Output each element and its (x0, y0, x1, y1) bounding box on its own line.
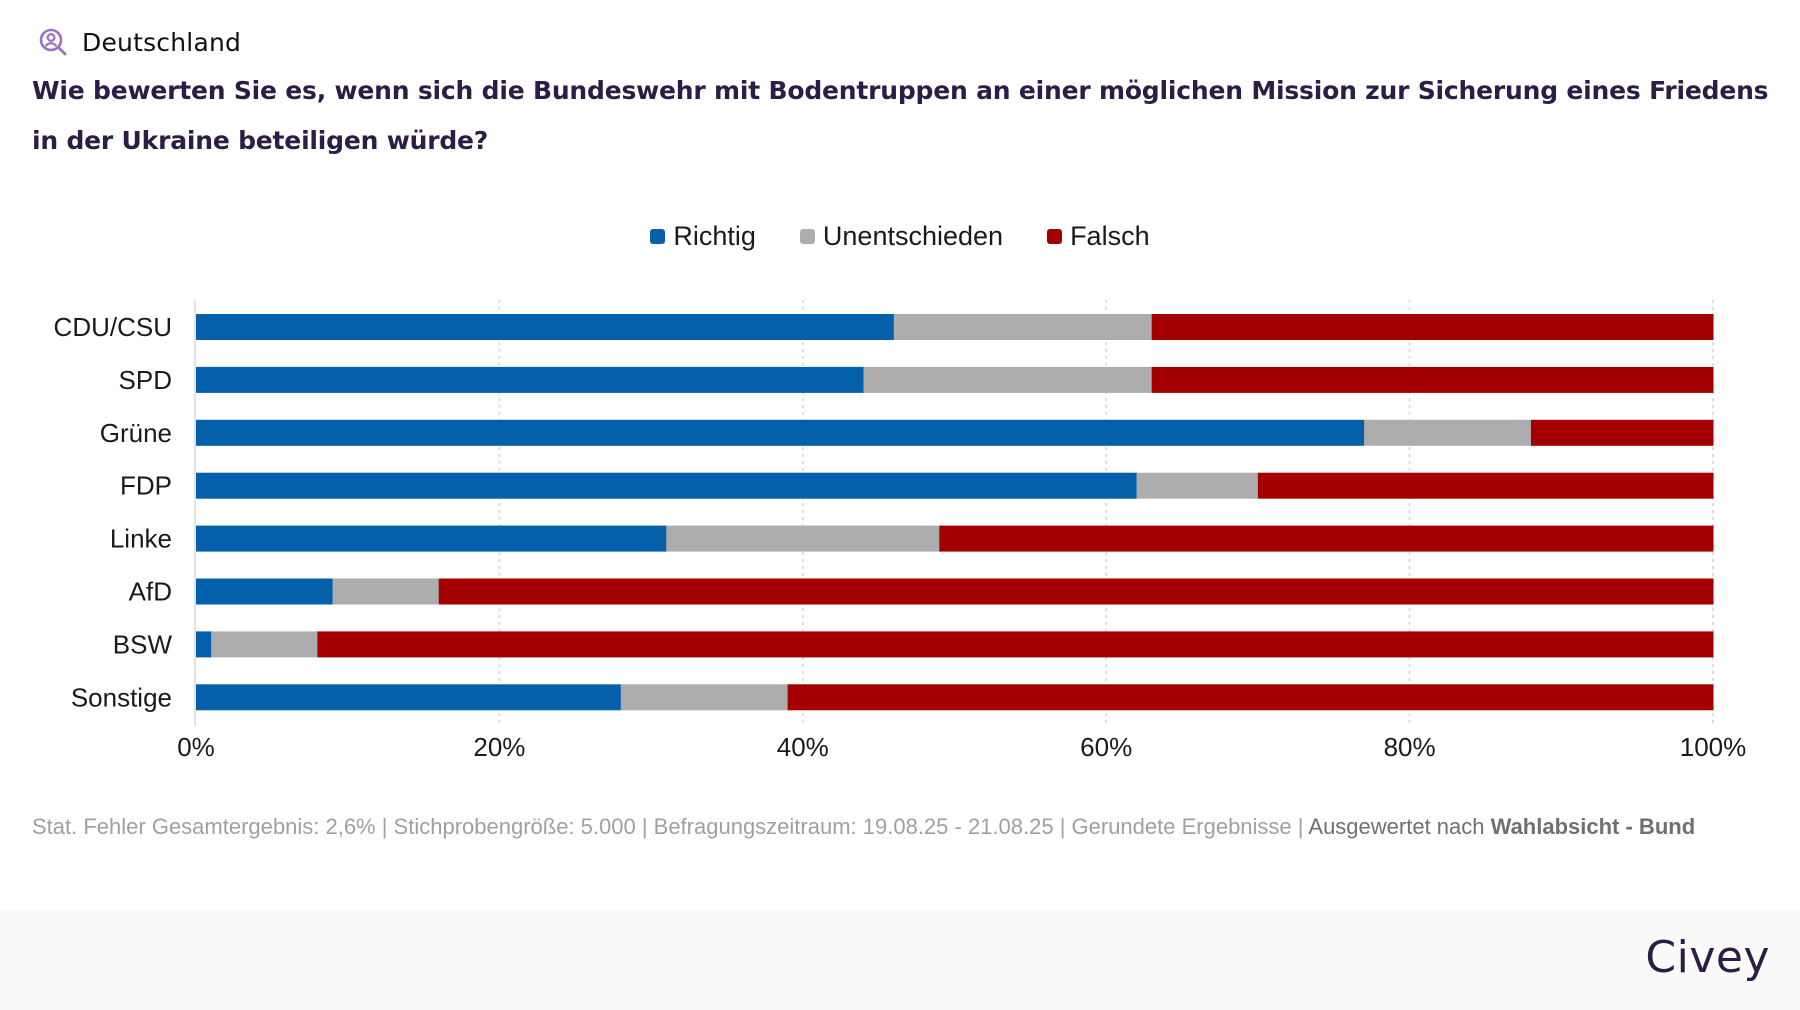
bar-segment-richtig (196, 366, 864, 393)
methodology-text: Stat. Fehler Gesamtergebnis: 2,6% | Stic… (32, 814, 1309, 839)
civey-logo: Civey (1645, 932, 1770, 983)
legend-label: Unentschieden (822, 220, 1004, 251)
y-tick-label: AfD (129, 577, 172, 607)
y-tick-label: Grüne (100, 418, 172, 448)
bar-segment-unentschieden (620, 684, 789, 711)
methodology-note: Stat. Fehler Gesamtergebnis: 2,6% | Stic… (32, 810, 1782, 844)
bar-segment-richtig (196, 419, 1365, 446)
y-tick-label: Linke (110, 524, 172, 554)
legend-label: Falsch (1070, 220, 1150, 251)
bar-segment-unentschieden (666, 525, 940, 552)
bar-segment-unentschieden (332, 578, 440, 605)
bar-segment-falsch (1151, 314, 1714, 340)
bar-segment-richtig (196, 578, 334, 605)
x-tick-label: 80% (1384, 732, 1436, 762)
x-tick-label: 60% (1080, 732, 1132, 762)
y-tick-label: BSW (113, 629, 173, 659)
bar-segment-richtig (196, 631, 212, 658)
legend-label: Richtig (673, 220, 756, 251)
region-label: Deutschland (82, 27, 242, 57)
chart-legend: Richtig Unentschieden Falsch (0, 216, 1800, 256)
question-title: Wie bewerten Sie es, wenn sich die Bunde… (32, 76, 1769, 155)
bar-segment-unentschieden (893, 314, 1153, 340)
bar-segment-richtig (196, 525, 667, 552)
legend-swatch (799, 228, 815, 244)
bar-segment-falsch (787, 684, 1714, 711)
x-tick-label: 100% (1680, 732, 1747, 762)
footer-band (0, 910, 1800, 1010)
legend-item-unentschieden[interactable]: Unentschieden (799, 220, 1004, 252)
bar-segment-unentschieden (211, 631, 318, 658)
bar-segment-falsch (438, 578, 1714, 605)
x-tick-label: 40% (777, 732, 829, 762)
evaluation-label: Ausgewertet nach (1308, 814, 1485, 839)
y-tick-label: FDP (120, 471, 172, 501)
bar-segment-falsch (939, 525, 1714, 552)
bar-segment-falsch (317, 631, 1714, 658)
legend-item-falsch[interactable]: Falsch (1047, 221, 1150, 252)
legend-swatch (650, 228, 666, 244)
bar-segment-unentschieden (863, 366, 1153, 393)
y-tick-label: Sonstige (71, 682, 172, 712)
bar-segment-richtig (196, 684, 622, 711)
bar-segment-falsch (1257, 472, 1714, 499)
y-tick-label: CDU/CSU (54, 312, 172, 342)
legend-item-richtig[interactable]: Richtig (650, 221, 756, 252)
evaluation-basis: Wahlabsicht - Bund (1490, 814, 1696, 839)
bar-segment-falsch (1530, 419, 1714, 446)
y-tick-label: SPD (119, 365, 172, 395)
bar-segment-unentschieden (1364, 419, 1532, 446)
bar-segment-richtig (196, 472, 1138, 499)
legend-swatch (1047, 228, 1063, 244)
x-tick-label: 0% (177, 732, 215, 762)
region-header: Deutschland (38, 24, 241, 60)
bar-segment-unentschieden (1136, 472, 1259, 499)
x-tick-label: 20% (473, 732, 525, 762)
bar-segment-falsch (1151, 366, 1714, 393)
bar-segment-richtig (196, 314, 895, 340)
person-search-icon (38, 27, 68, 57)
